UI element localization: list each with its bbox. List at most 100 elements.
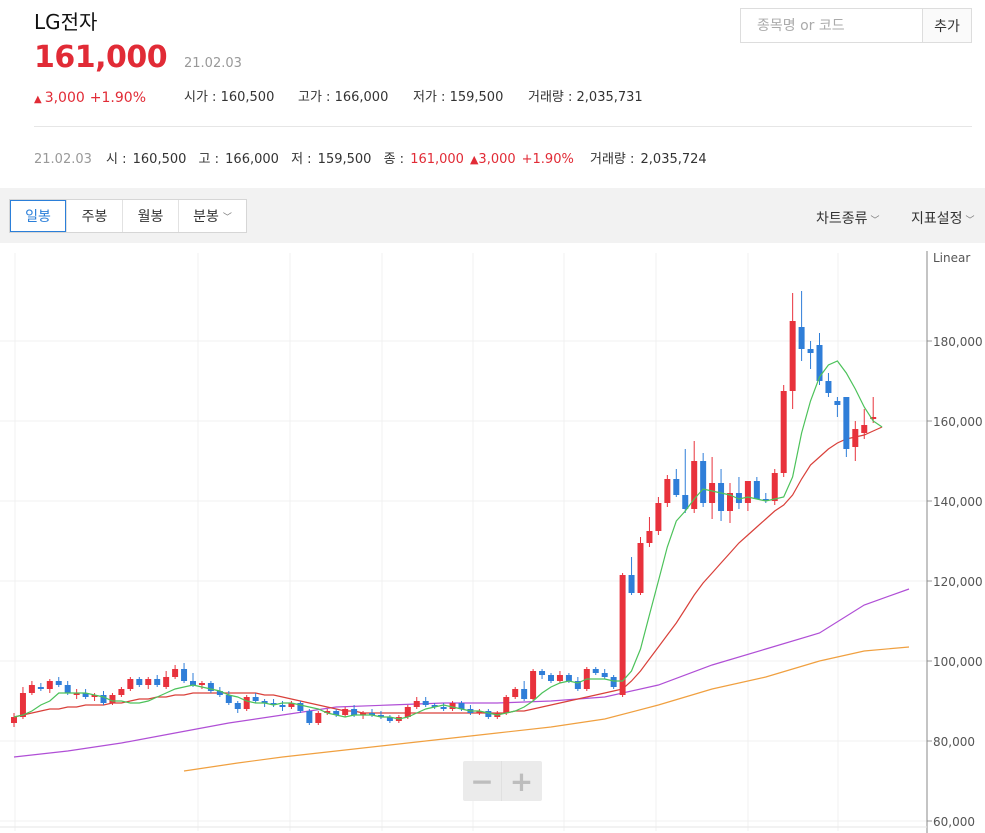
y-tick-label: 80,000 [933, 735, 975, 749]
ma20-line [13, 426, 883, 718]
ohlc-summary: 21.02.03 시 : 160,500 고 : 166,000 저 : 159… [34, 148, 707, 167]
tab-minute-label: 분봉 [193, 209, 219, 225]
change-percent: +1.90% [89, 90, 147, 106]
candle-body [628, 575, 635, 593]
candle-body [243, 697, 250, 709]
candle-body [306, 711, 313, 723]
ohlc-close-value: 161,000 [410, 152, 464, 167]
divider [34, 126, 972, 127]
candle-body [870, 417, 877, 419]
candle-body [458, 703, 465, 709]
change-amount: 3,000 [44, 90, 85, 106]
volume-value: 2,035,731 [576, 90, 643, 105]
low-label: 저가 : [413, 90, 450, 105]
candle-body [11, 717, 17, 723]
stock-search: 추가 [740, 8, 972, 43]
indicator-dropdown[interactable]: 지표설정 ﹀ [911, 208, 975, 228]
period-tabs: 일봉 주봉 월봉 분봉 ﹀ [9, 199, 247, 233]
candle-body [521, 689, 528, 699]
tab-daily[interactable]: 일봉 [10, 200, 66, 232]
ohlc-low-value: 159,500 [317, 152, 372, 167]
candle-body [440, 707, 447, 709]
candle-body [288, 703, 295, 707]
up-triangle-icon: ▲ [469, 153, 479, 166]
y-tick-label: 120,000 [933, 575, 983, 589]
candle-body [404, 707, 411, 717]
candle-body [46, 681, 53, 689]
candle-body [172, 669, 179, 677]
y-tick-label: 160,000 [933, 415, 983, 429]
candle-body [816, 345, 823, 381]
candle-body [646, 531, 653, 543]
candle-body [789, 321, 796, 391]
candle-body [351, 709, 358, 715]
high-label: 고가 : [298, 90, 335, 105]
candle-body [592, 669, 599, 673]
candle-body [565, 675, 572, 681]
candle-body [637, 543, 644, 593]
candle-body [377, 715, 384, 717]
search-input[interactable] [741, 9, 922, 42]
price-date: 21.02.03 [184, 56, 242, 71]
tab-minute[interactable]: 분봉 ﹀ [178, 200, 246, 232]
ohlc-change-percent: +1.90% [521, 152, 574, 167]
candle-body [28, 685, 35, 693]
candle-body [55, 681, 62, 685]
candle-body [503, 697, 510, 713]
chart-type-dropdown[interactable]: 차트종류 ﹀ [816, 208, 880, 228]
ohlc-high-label: 고 : [198, 152, 224, 167]
ohlc-change: 3,000 [478, 152, 516, 167]
candle-body [727, 493, 733, 511]
tab-monthly[interactable]: 월봉 [122, 200, 178, 232]
candle-body [145, 679, 152, 685]
ohlc-open-label: 시 : [106, 152, 131, 167]
candle-body [181, 669, 188, 681]
ohlc-open-value: 160,500 [132, 152, 187, 167]
candle-body [190, 681, 196, 685]
candle-body [234, 703, 241, 709]
ohlc-date: 21.02.03 [34, 152, 92, 167]
candle-body [619, 575, 626, 695]
high-stat: 고가 : 166,000 [298, 86, 388, 105]
candle-body [664, 479, 671, 503]
candle-body [413, 701, 420, 707]
candle-body [798, 327, 805, 349]
candle-body [91, 695, 98, 697]
candle-body [198, 683, 205, 685]
candle-body [807, 349, 814, 353]
candle-body [342, 709, 349, 715]
add-button[interactable]: 추가 [922, 9, 971, 42]
zoom-controls: − + [463, 761, 542, 801]
candle-body [574, 681, 581, 689]
y-tick-label: 140,000 [933, 495, 983, 509]
open-stat: 시가 : 160,500 [184, 86, 274, 105]
up-triangle-icon: ▲ [34, 94, 42, 105]
chevron-down-icon: ﹀ [870, 216, 880, 226]
candle-body [270, 703, 277, 705]
y-tick-label: 60,000 [933, 815, 975, 829]
candle-body [485, 711, 492, 717]
zoom-in-button[interactable]: + [509, 764, 534, 798]
tab-weekly[interactable]: 주봉 [66, 200, 122, 232]
candle-body [422, 701, 429, 705]
ma5-line [13, 360, 883, 720]
zoom-out-button[interactable]: − [463, 761, 502, 801]
candle-body [601, 673, 608, 677]
candle-body [252, 697, 259, 701]
candle-body [431, 705, 438, 707]
candle-body [449, 703, 456, 709]
chevron-down-icon: ﹀ [965, 216, 975, 226]
candle-body [315, 713, 322, 723]
y-tick-label: 100,000 [933, 655, 983, 669]
candle-body [825, 381, 832, 393]
candle-body [109, 695, 116, 703]
candle-body [64, 685, 71, 693]
candle-body [834, 401, 841, 405]
low-value: 159,500 [449, 90, 504, 105]
candlestick-chart[interactable]: 180,000 160,000 140,000 120,000 100,000 80,00… [0, 243, 985, 833]
price-change: ▲ 3,000 +1.90% [34, 90, 146, 106]
y-tick-label: 180,000 [933, 335, 983, 349]
candle-body [753, 481, 760, 499]
open-label: 시가 : [184, 90, 221, 105]
candle-body [780, 391, 787, 473]
